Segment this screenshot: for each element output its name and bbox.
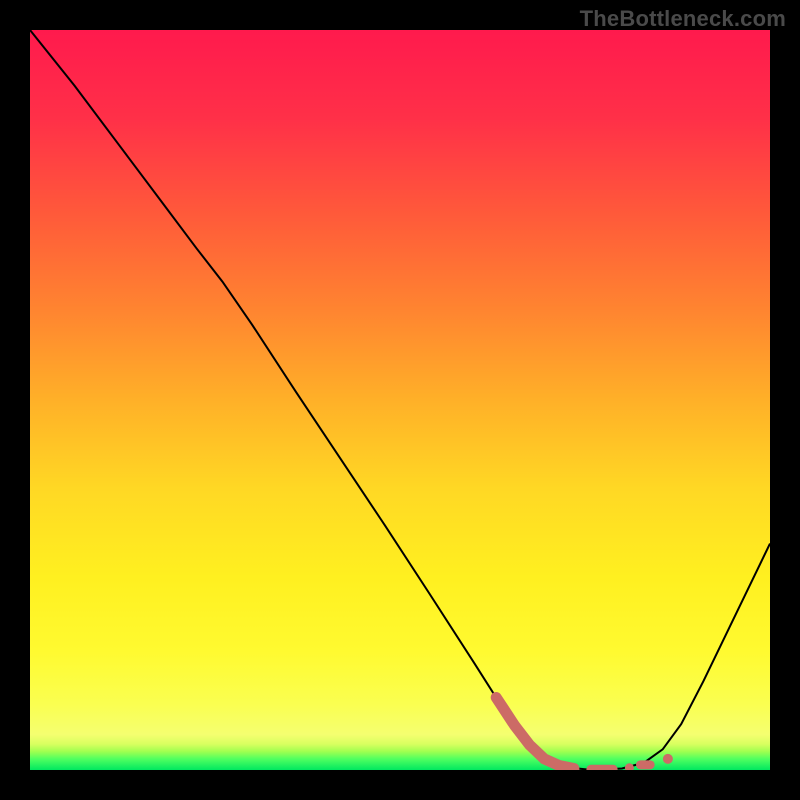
dash-dot-markers <box>591 754 673 770</box>
watermark-text: TheBottleneck.com <box>580 6 786 32</box>
chart-plot-area <box>30 30 770 770</box>
main-curve <box>30 30 770 770</box>
curve-layer <box>30 30 770 770</box>
highlighted-curve-segment <box>496 697 574 768</box>
